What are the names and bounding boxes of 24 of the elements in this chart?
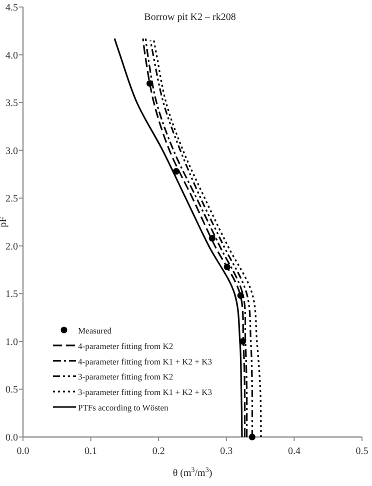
x-tick-label: 0.3 xyxy=(220,446,233,457)
y-tick-label: 3.0 xyxy=(6,146,18,157)
legend-label: Measured xyxy=(78,326,112,336)
x-tick-label: 0.2 xyxy=(152,446,165,457)
y-tick-label: 1.0 xyxy=(6,336,18,348)
x-tick-label: 0.4 xyxy=(288,446,300,457)
y-tick-label: 2.5 xyxy=(6,194,18,205)
x-axis-title: θ (m$^{3}$/m$^{3}$) xyxy=(172,466,212,479)
legend-label: 4-parameter fitting from K2 xyxy=(78,340,174,351)
x-tick-label: 0.1 xyxy=(84,446,98,457)
legend-label: 3-parameter fitting from K2 xyxy=(78,372,174,382)
y-tick-label: 0.5 xyxy=(6,384,18,396)
y-tick-label: 4.0 xyxy=(6,50,18,62)
legend-label: 3-parameter fitting from K1 + K2 + K3 xyxy=(78,387,212,398)
x-tick-label: 0.5 xyxy=(356,446,368,457)
y-tick-label: 4.5 xyxy=(6,2,18,14)
y-tick-label: 2.0 xyxy=(6,241,18,252)
y-tick-label: 1.5 xyxy=(6,289,18,300)
legend-label: 4-parameter fitting from K1 + K2 + K3 xyxy=(78,356,212,366)
y-tick-label: 3.5 xyxy=(6,98,18,110)
text: Borrow pit K2 – rk208 xyxy=(144,12,236,23)
y-tick-label: 0.0 xyxy=(6,432,18,444)
x-tick-label: 0.0 xyxy=(16,446,30,457)
legend-label: PTFs according to Wösten xyxy=(78,402,170,412)
